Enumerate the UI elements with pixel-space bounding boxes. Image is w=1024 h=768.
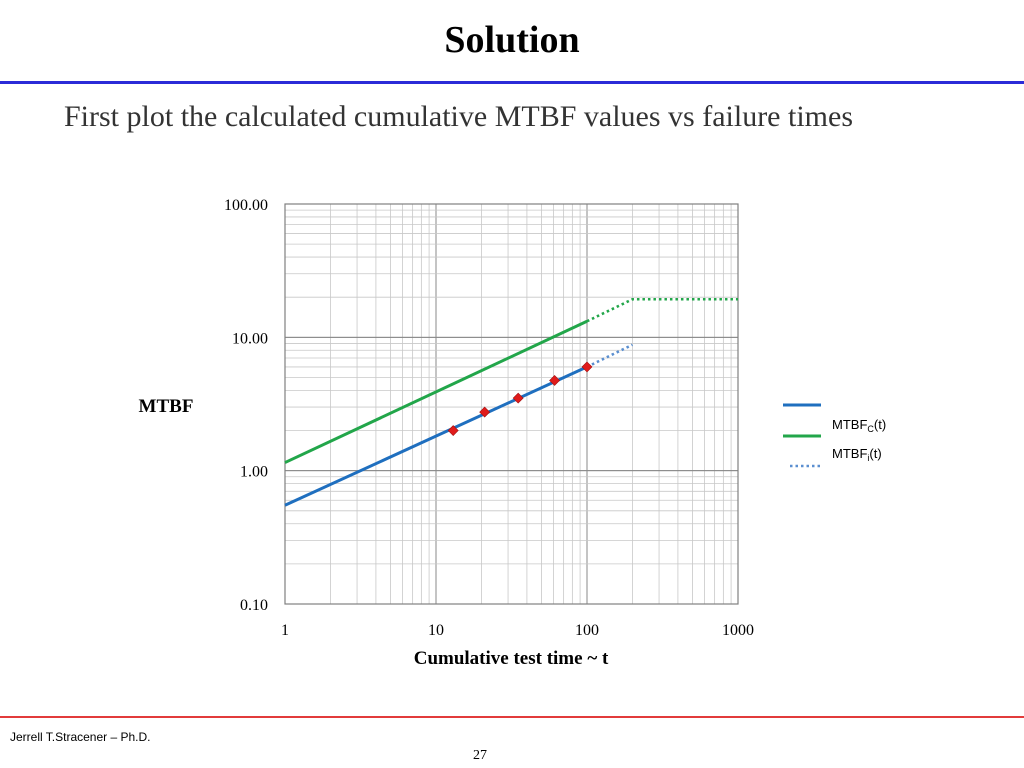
y-axis-label: MTBF [139,396,194,417]
mtbf-chart: 1 10 100 1000 0.10 1.00 10.00 100.00 Cumulative… [139,197,887,669]
plot-frame [284,203,739,605]
x-tick-label: 1000 [722,622,754,639]
footer-divider [0,716,1024,718]
series-line-4 [586,297,738,323]
data-point [479,406,491,418]
x-axis-label: Cumulative test time ~ t [414,648,609,669]
series-line-3 [284,319,588,464]
chart-tick-labels: 1 10 100 1000 0.10 1.00 10.00 100.00 [224,197,754,639]
footer-author: Jerrell T.Stracener – Ph.D. [10,730,151,744]
page-number: 27 [473,748,487,763]
y-tick-label: 100.00 [224,197,268,214]
chart-legend: MTBFC(t) MTBFi(t) [783,403,886,468]
series-line-1 [284,365,588,507]
page-title: Solution [444,19,580,61]
slide-subtitle: First plot the calculated cumulative MTB… [64,100,853,133]
data-point [447,425,459,436]
y-tick-label: 0.10 [240,597,268,614]
y-tick-label: 1.00 [240,464,268,481]
chart-points [447,361,593,436]
data-point [581,361,593,373]
x-tick-label: 1 [281,622,289,639]
legend-label: MTBFi(t) [832,446,882,463]
series-line-2 [586,343,634,369]
legend-label: MTBFC(t) [832,417,886,434]
chart-series [284,297,738,507]
chart-grid [284,203,739,605]
y-tick-label: 10.00 [232,330,268,347]
x-tick-label: 10 [428,622,444,639]
data-point [549,375,561,386]
data-point [512,392,524,404]
title-divider [0,81,1024,84]
x-tick-label: 100 [575,622,599,639]
